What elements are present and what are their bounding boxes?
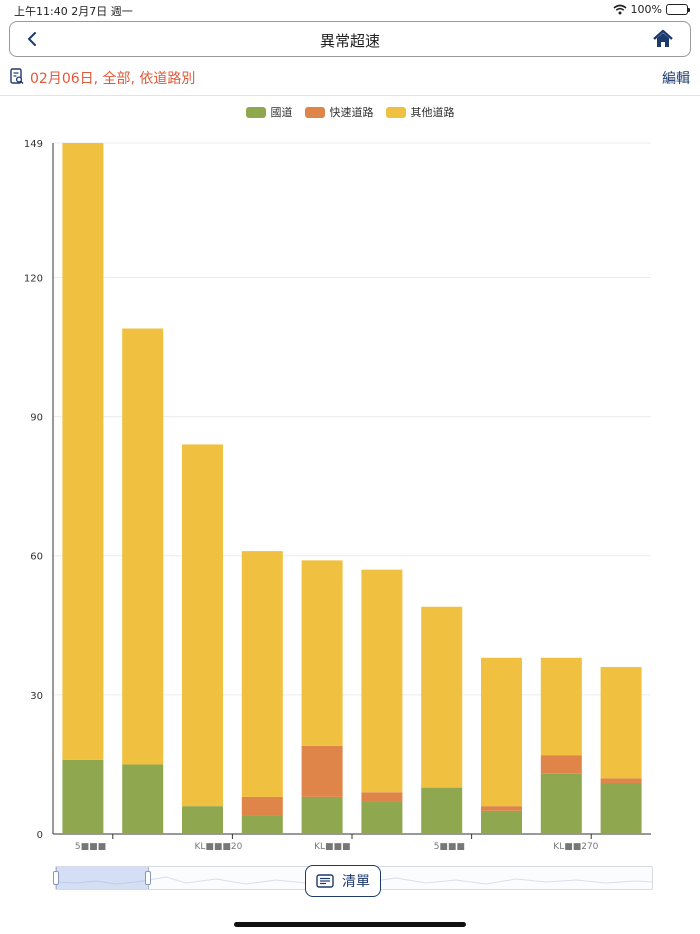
bar-segment[interactable] — [540, 755, 582, 774]
bar-segment[interactable] — [600, 667, 642, 779]
bar-segment[interactable] — [122, 328, 164, 765]
bar-segment[interactable] — [361, 569, 403, 793]
bar-segment[interactable] — [241, 551, 283, 797]
stacked-bar-chart: 0 30 60 90 120 149 5■■■ KL■■■20 KL■■■ 5■■■ KL■■270 — [24, 139, 651, 852]
nav-bar: 異常超速 — [9, 21, 691, 57]
status-bar: 上午11:40 2月7日 週一 100% — [0, 0, 700, 20]
legend-swatch-other — [385, 106, 406, 118]
legend-label-expressway: 快速道路 — [329, 106, 374, 119]
bar-segment[interactable] — [182, 806, 223, 834]
bar-segment[interactable] — [301, 745, 343, 797]
legend-swatch-expressway — [304, 106, 325, 118]
legend-item-other[interactable]: 其他道路 — [385, 104, 455, 120]
bar-segment[interactable] — [301, 560, 343, 746]
y-tick-label: 60 — [30, 552, 43, 563]
bar-segment[interactable] — [62, 759, 104, 834]
list-icon — [316, 874, 334, 888]
bar-segment[interactable] — [301, 796, 343, 834]
home-icon[interactable] — [652, 29, 674, 49]
x-tick-label: KL■■■20 — [195, 842, 243, 852]
battery-icon — [666, 4, 690, 15]
x-tick-label: KL■■■ — [314, 842, 350, 852]
bar-segment[interactable] — [62, 143, 104, 760]
legend-swatch-national — [245, 106, 266, 118]
page-title: 異常超速 — [319, 32, 380, 50]
y-tick-label: 0 — [37, 830, 43, 841]
chart-legend: 國道 快速道路 其他道路 — [0, 104, 700, 120]
list-button-label: 清單 — [342, 874, 370, 890]
legend-item-national[interactable]: 國道 — [245, 104, 293, 120]
bar-segment[interactable] — [421, 787, 463, 834]
edit-button[interactable]: 編輯 — [662, 71, 690, 87]
wifi-icon — [613, 4, 627, 15]
y-tick-label: 149 — [24, 139, 43, 150]
status-time: 上午11:40 2月7日 週一 — [14, 5, 133, 18]
bar-segment[interactable] — [600, 778, 642, 783]
zoom-handle-left[interactable] — [53, 871, 59, 885]
y-tick-label: 120 — [24, 273, 43, 284]
legend-label-other: 其他道路 — [410, 106, 455, 119]
list-button[interactable]: 清單 — [305, 865, 381, 897]
x-tick-label: KL■■270 — [553, 842, 598, 852]
document-search-icon — [10, 68, 24, 84]
legend-label-national: 國道 — [270, 106, 293, 119]
back-chevron-icon[interactable] — [22, 29, 42, 49]
zoom-handle-right[interactable] — [145, 871, 151, 885]
bar-segment[interactable] — [481, 806, 522, 811]
bar-segment[interactable] — [361, 801, 403, 834]
bar-segment[interactable] — [122, 764, 164, 834]
filter-summary: 02月06日, 全部, 依道路別 — [30, 71, 196, 87]
x-tick-label: 5■■■ — [434, 842, 465, 852]
status-right: 100% — [613, 3, 690, 16]
bar-segment[interactable] — [241, 815, 283, 834]
home-indicator — [234, 922, 466, 927]
bar-segment[interactable] — [540, 773, 582, 834]
y-tick-label: 30 — [30, 691, 43, 702]
bar-segment[interactable] — [421, 606, 463, 788]
bar-segment[interactable] — [540, 657, 582, 756]
bar-segment[interactable] — [241, 796, 283, 816]
y-tick-label: 90 — [30, 413, 43, 424]
zoom-selection[interactable] — [56, 867, 149, 889]
bar-segment[interactable] — [600, 782, 642, 834]
x-tick-label: 5■■■ — [75, 842, 106, 852]
bar-segment[interactable] — [361, 792, 403, 802]
filter-bar: 02月06日, 全部, 依道路別 編輯 — [0, 60, 700, 96]
legend-item-expressway[interactable]: 快速道路 — [304, 104, 374, 120]
bar-segment[interactable] — [481, 810, 522, 834]
battery-percent: 100% — [630, 3, 662, 16]
bar-segment[interactable] — [182, 444, 223, 807]
bar-segment[interactable] — [481, 657, 522, 807]
